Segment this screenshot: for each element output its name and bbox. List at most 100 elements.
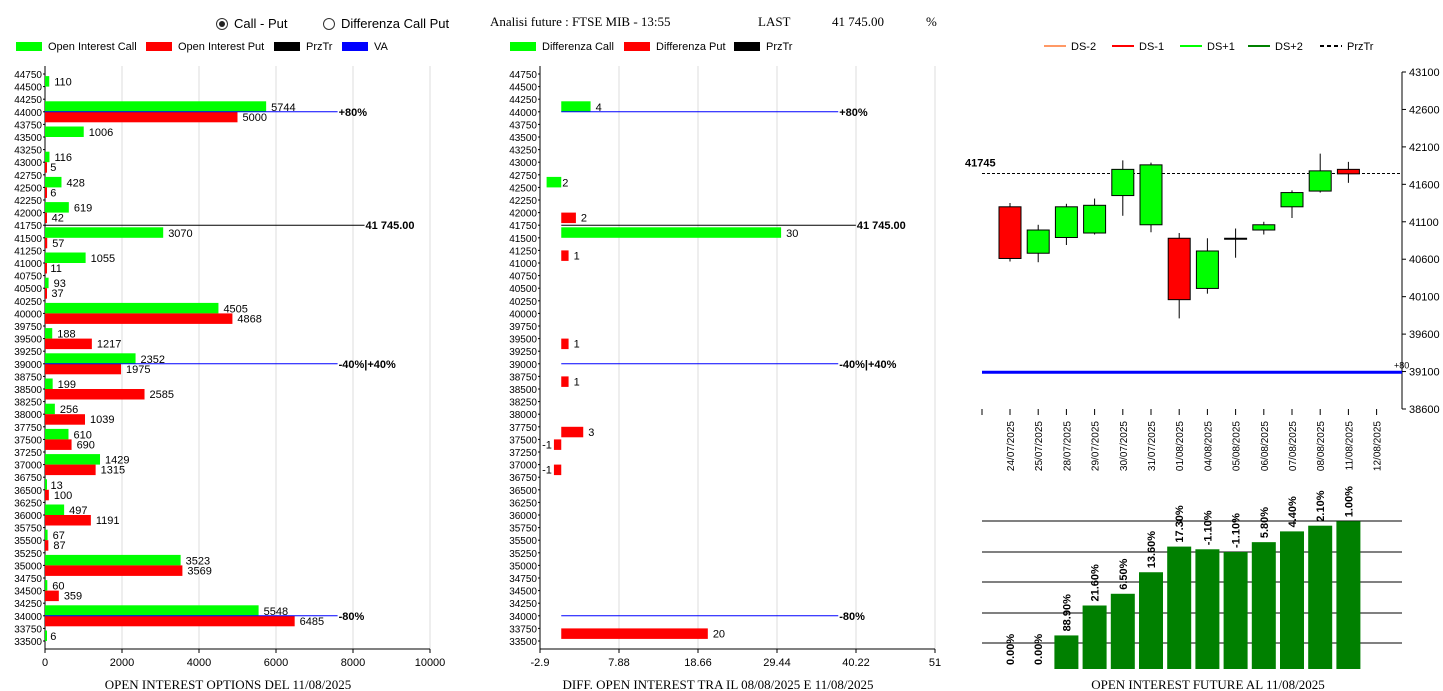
call-value-label: 619 (74, 203, 92, 215)
strike-label: 35250 (14, 549, 42, 560)
put-value-label: -1 (542, 465, 552, 477)
put-bar (561, 376, 569, 387)
strike-label: 42250 (509, 196, 537, 207)
strike-label: 44000 (509, 108, 537, 119)
oi-bar-label: 1.00% (1343, 486, 1355, 517)
strike-label: 37000 (14, 461, 42, 472)
reference-label: 41 745.00 (366, 220, 415, 232)
legend-label: DS+1 (1207, 41, 1235, 53)
strike-label: 40500 (509, 284, 537, 295)
call-bar (45, 504, 65, 515)
strike-label: 43000 (14, 158, 42, 169)
date-label: 29/07/2025 (1091, 421, 1102, 471)
put-bar (45, 237, 48, 249)
date-label: 08/08/2025 (1316, 421, 1327, 471)
y-tick-label: 43100 (1409, 67, 1440, 79)
strike-label: 41000 (509, 259, 537, 270)
date-label: 25/07/2025 (1034, 421, 1045, 471)
strike-label: 36000 (14, 511, 42, 522)
strike-label: 35500 (14, 536, 42, 547)
x-tick-label: 29.44 (763, 657, 791, 669)
oi-bar (1167, 546, 1192, 669)
strike-label: 40250 (509, 297, 537, 308)
candle-body (1280, 192, 1304, 208)
put-value-label: 4868 (237, 313, 261, 325)
strike-label: 38500 (509, 385, 537, 396)
oi-bar-label: 17.30% (1174, 505, 1186, 543)
radio-call-put-label: Call - Put (234, 16, 288, 31)
x-tick-label: -2.9 (531, 657, 550, 669)
date-label: 12/08/2025 (1373, 421, 1384, 471)
call-bar (45, 529, 48, 541)
candle-body (1167, 237, 1191, 301)
put-value-label: 2 (581, 213, 587, 225)
call-value-label: 30 (786, 228, 798, 240)
chart-title: OPEN INTEREST FUTURE AL 11/08/2025 (1091, 677, 1325, 691)
strike-label: 34000 (509, 612, 537, 623)
call-bar (45, 227, 164, 238)
legend-label: Differenza Put (656, 41, 726, 53)
reference-label: -40%|+40% (839, 359, 896, 371)
x-tick-label: 51 (929, 657, 941, 669)
call-value-label: 93 (54, 278, 66, 290)
strike-label: 35500 (509, 536, 537, 547)
strike-label: 33750 (14, 624, 42, 635)
put-value-label: 5 (50, 162, 56, 174)
strike-label: 39500 (14, 335, 42, 346)
put-bar (45, 590, 59, 602)
reference-label: -40%|+40% (339, 359, 396, 371)
legend-label: Open Interest Call (48, 41, 137, 53)
call-bar (45, 554, 181, 566)
strike-label: 39250 (509, 347, 537, 358)
x-tick-label: 2000 (110, 657, 134, 669)
put-value-label: 6485 (300, 616, 324, 628)
strike-label: 40000 (14, 309, 42, 320)
strike-label: 37500 (14, 435, 42, 446)
call-value-label: 199 (58, 379, 76, 391)
radio-call-put[interactable]: Call - Put (216, 16, 287, 31)
put-value-label: 1039 (90, 414, 114, 426)
call-value-label: 497 (69, 505, 87, 517)
strike-label: 42750 (509, 171, 537, 182)
chart-title: DIFF. OPEN INTEREST TRA IL 08/08/2025 E … (563, 677, 874, 691)
radio-differenza-label: Differenza Call Put (341, 16, 450, 31)
strike-label: 36250 (509, 498, 537, 509)
strike-label: 34500 (14, 587, 42, 598)
put-bar (561, 628, 708, 639)
call-value-label: 4505 (223, 303, 247, 315)
oi-bar (1139, 572, 1163, 669)
call-bar (45, 202, 69, 213)
strike-label: 35000 (14, 561, 42, 572)
strike-label: 33500 (14, 637, 42, 648)
strike-label: 38250 (509, 398, 537, 409)
date-label: 11/08/2025 (1344, 421, 1355, 471)
put-bar (45, 162, 47, 173)
call-value-label: 3523 (186, 555, 210, 567)
put-value-label: 1191 (96, 515, 120, 527)
call-value-label: 4 (596, 102, 602, 114)
call-bar (45, 277, 49, 289)
date-label: 31/07/2025 (1147, 421, 1158, 471)
y-tick-label: 39100 (1409, 367, 1440, 379)
call-value-label: 1006 (89, 127, 113, 139)
legend-swatch (274, 42, 300, 51)
legend-label: PrzTr (306, 41, 333, 53)
strike-label: 42500 (14, 183, 42, 194)
oi-bar (1308, 525, 1333, 669)
radio-differenza[interactable]: Differenza Call Put (323, 16, 449, 31)
call-value-label: 428 (66, 177, 84, 189)
x-tick-label: 4000 (187, 657, 211, 669)
candle-body (1139, 164, 1163, 226)
call-bar (561, 101, 591, 112)
radio-unselected-icon[interactable] (323, 17, 335, 30)
put-bar (45, 464, 96, 476)
strike-label: 34250 (509, 599, 537, 610)
put-value-label: 1315 (101, 465, 125, 477)
call-bar (45, 126, 84, 137)
strike-label: 39500 (509, 335, 537, 346)
put-value-label: 1 (574, 376, 580, 388)
radio-selected-icon[interactable] (216, 17, 228, 30)
legend-label: Open Interest Put (178, 41, 264, 53)
candle-body (1054, 206, 1078, 239)
strike-label: 39000 (509, 360, 537, 371)
